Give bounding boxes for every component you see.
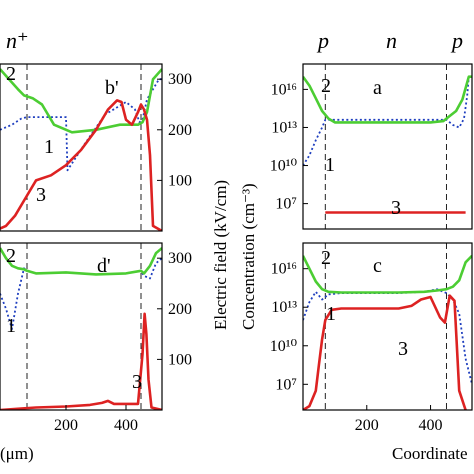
series-line-1	[303, 75, 472, 166]
panel-label: a	[373, 77, 382, 99]
region-label: n	[386, 28, 397, 53]
panel-label: c	[373, 255, 382, 277]
curve-label: 3	[391, 197, 401, 219]
y-tick-label: 10¹⁶	[271, 81, 297, 98]
curve-label: 2	[321, 247, 331, 269]
series-group	[0, 247, 162, 410]
x-tick-label: 400	[419, 417, 443, 434]
series-group	[303, 254, 472, 410]
y-tick-label: 200	[168, 122, 192, 139]
curve-label: 1	[326, 303, 336, 325]
region-label: p	[450, 28, 463, 53]
y-axis-label-efield: Electric field (kV/cm)	[211, 180, 230, 330]
x-axis-label: Coordinate	[392, 444, 468, 463]
y-tick-label: 100	[168, 351, 192, 368]
x-axis-label: (μm)	[0, 444, 34, 463]
x-tick-label: 200	[355, 417, 379, 434]
panel-label: d'	[97, 255, 111, 277]
y-tick-label: 10¹⁰	[270, 158, 297, 175]
series-line-2	[0, 68, 162, 134]
y-tick-label: 100	[168, 172, 192, 189]
y-tick-label: 10¹³	[271, 119, 297, 136]
y-tick-label: 300	[168, 71, 192, 88]
series-line-2	[0, 247, 162, 276]
curve-label: 1	[6, 315, 16, 337]
chart-panel-0: 100 200 300 b' 2 1 3	[0, 63, 192, 232]
series-group	[0, 68, 162, 231]
region-label: p	[316, 28, 329, 53]
series-line-2	[303, 75, 472, 124]
panel-frame	[302, 242, 473, 411]
y-tick-label: 200	[168, 301, 192, 318]
series-line-3	[0, 99, 162, 231]
x-tick-label: 200	[54, 417, 78, 434]
chart-panel-2: 100 200 300 200 400 d' 2 1 3	[0, 242, 192, 434]
y-tick-label: 10¹⁰	[270, 338, 297, 355]
chart-panel-1: 10⁷ 10¹⁰ 10¹³ 10¹⁶ a 2 1 3	[270, 63, 473, 230]
y-tick-label: 300	[168, 250, 192, 267]
panel-frame	[0, 242, 163, 411]
region-label: n⁺	[6, 28, 29, 53]
series-line-2	[303, 254, 472, 294]
y-tick-label: 10⁷	[275, 376, 297, 393]
curve-label: 2	[321, 75, 331, 97]
series-line-3	[0, 312, 162, 410]
y-axis-label-conc: Concentration (cm⁻³)	[239, 183, 258, 330]
panel-frame	[0, 63, 163, 232]
series-line-3	[303, 294, 467, 410]
series-group	[303, 75, 472, 214]
curve-label: 3	[398, 338, 408, 360]
y-tick-label: 10¹⁶	[271, 261, 297, 278]
curve-label: 1	[44, 136, 54, 158]
chart-panel-3: 10⁷ 10¹⁰ 10¹³ 10¹⁶ 200 400 c 2 1 3	[270, 242, 473, 434]
curve-label: 3	[36, 184, 46, 206]
y-tick-label: 10¹³	[271, 299, 297, 316]
y-tick-label: 10⁷	[275, 196, 297, 213]
curve-label: 2	[6, 245, 16, 267]
curve-label: 2	[6, 63, 16, 85]
panel-frame	[302, 63, 473, 230]
curve-label: 1	[325, 154, 335, 176]
panel-label: b'	[105, 77, 119, 99]
x-tick-label: 400	[114, 417, 138, 434]
curve-label: 3	[132, 371, 142, 393]
